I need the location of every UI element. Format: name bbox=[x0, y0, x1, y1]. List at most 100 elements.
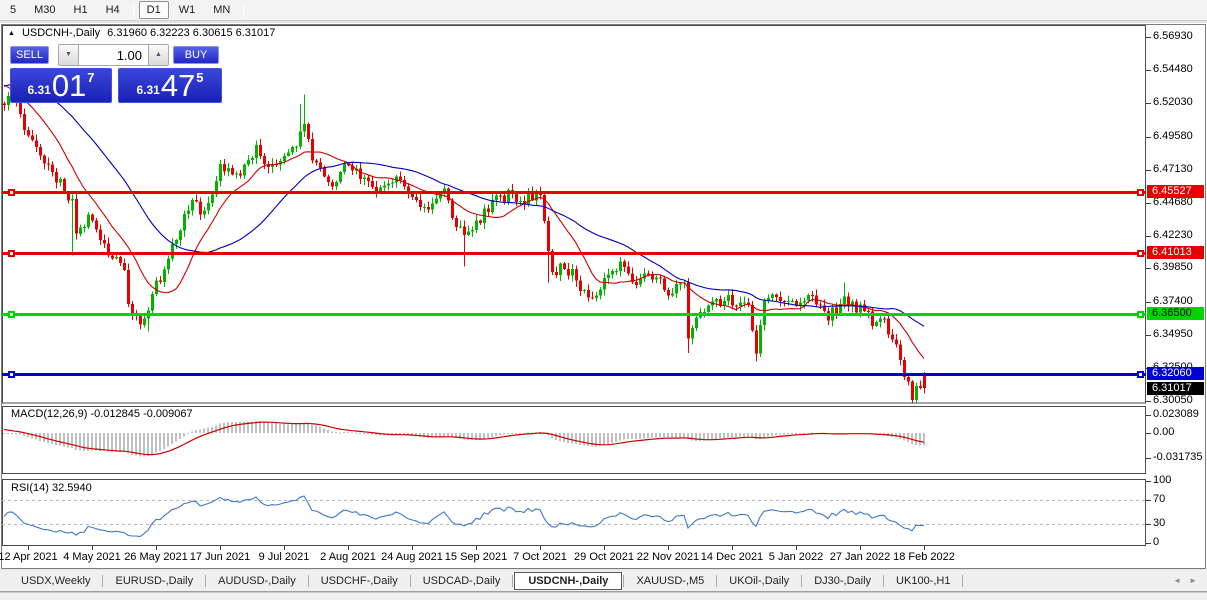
time-axis-label: 18 Feb 2022 bbox=[893, 551, 955, 563]
buy-price-pip-digit: 5 bbox=[196, 70, 204, 85]
chart-tab-audusd-daily[interactable]: AUDUSD-,Daily bbox=[218, 574, 296, 587]
time-axis-label: 24 Aug 2021 bbox=[381, 551, 443, 563]
buy-price-display[interactable]: 6.31 47 5 bbox=[118, 68, 222, 103]
time-axis-label: 4 May 2021 bbox=[63, 551, 121, 563]
price-axis-label: 6.47130 bbox=[1153, 163, 1193, 175]
macd-histogram bbox=[3, 420, 925, 457]
chart-tab-eurusd-daily[interactable]: EURUSD-,Daily bbox=[115, 574, 194, 587]
price-axis-label: 6.54480 bbox=[1153, 63, 1193, 75]
sell-price-big-digits: 01 bbox=[51, 68, 87, 103]
timeframe-toolbar: 5 M30 H1 H4 D1 W1 MN bbox=[0, 0, 1207, 21]
sell-button[interactable]: SELL bbox=[10, 46, 49, 64]
tab-separator bbox=[512, 574, 514, 587]
ma-fast-line bbox=[3, 84, 925, 359]
price-axis-label: 6.42230 bbox=[1153, 229, 1193, 241]
tab-separator bbox=[883, 574, 885, 587]
price-axis-label: 6.39850 bbox=[1153, 261, 1193, 273]
timeframe-button-5[interactable]: 5 bbox=[10, 4, 17, 16]
rsi-axis-label: 0 bbox=[1153, 536, 1160, 548]
triangle-up-icon: ▲ bbox=[155, 51, 162, 58]
chart-title: ▲ USDCNH-,Daily 6.31960 6.32223 6.30615 … bbox=[8, 27, 275, 39]
chart-tab-usdchf-daily[interactable]: USDCHF-,Daily bbox=[320, 574, 398, 587]
tab-separator bbox=[102, 574, 104, 587]
window-frame bbox=[1, 24, 1206, 569]
price-level-badge: 6.41013 bbox=[1147, 246, 1204, 259]
timeframe-button-mn[interactable]: MN bbox=[213, 4, 231, 16]
triangle-down-icon: ▼ bbox=[65, 51, 72, 58]
rsi-axis-label: 30 bbox=[1153, 517, 1166, 529]
macd-signal-line bbox=[3, 421, 925, 456]
volume-increase-button[interactable]: ▲ bbox=[148, 44, 169, 66]
price-axis-label: 6.49580 bbox=[1153, 130, 1193, 142]
horizontal-line-objects[interactable] bbox=[2, 189, 1146, 378]
sell-price-pip-digit: 7 bbox=[87, 70, 95, 85]
rsi-indicator-label: RSI(14) 32.5940 bbox=[11, 482, 92, 494]
collapse-trade-panel-icon[interactable]: ▲ bbox=[8, 30, 15, 37]
toolbar-separator bbox=[132, 2, 134, 18]
tab-separator bbox=[623, 574, 625, 587]
tab-scroll-left-button[interactable]: ◄ bbox=[1173, 576, 1181, 585]
trade-controls-row: SELL ▼ ▲ BUY bbox=[10, 44, 222, 66]
rsi-axis-label: 70 bbox=[1153, 493, 1166, 505]
chart-tab-usdx-weekly[interactable]: USDX,Weekly bbox=[21, 574, 91, 587]
rsi-line bbox=[3, 495, 924, 538]
candlesticks bbox=[3, 90, 926, 403]
buy-button[interactable]: BUY bbox=[173, 46, 219, 64]
time-axis-label: 9 Jul 2021 bbox=[258, 551, 310, 563]
chart-tab-xauusd-m5[interactable]: XAUUSD-,M5 bbox=[636, 574, 705, 587]
chart-tab-uk100-h1[interactable]: UK100-,H1 bbox=[896, 574, 951, 587]
timeframe-button-h4[interactable]: H4 bbox=[105, 4, 120, 16]
chart-window bbox=[0, 23, 1207, 569]
rsi-levels bbox=[2, 500, 1146, 525]
price-axis-label: 6.37400 bbox=[1153, 295, 1193, 307]
tab-scroll-right-button[interactable]: ► bbox=[1189, 576, 1197, 585]
tab-separator bbox=[307, 574, 309, 587]
price-level-badge: 6.32060 bbox=[1147, 367, 1204, 380]
buy-price-big-digits: 47 bbox=[160, 68, 196, 103]
price-axis-label: 6.34950 bbox=[1153, 328, 1193, 340]
timeframe-button-d1[interactable]: D1 bbox=[138, 1, 169, 19]
time-axis-label: 14 Dec 2021 bbox=[700, 551, 764, 563]
time-axis-label: 27 Jan 2022 bbox=[829, 551, 891, 563]
chart-tab-usdcad-daily[interactable]: USDCAD-,Daily bbox=[422, 574, 501, 587]
time-axis-label: 17 Jun 2021 bbox=[189, 551, 251, 563]
tab-separator bbox=[205, 574, 207, 587]
chart-tab-ukoil-daily[interactable]: UKOil-,Daily bbox=[729, 574, 790, 587]
time-axis-label: 29 Oct 2021 bbox=[574, 551, 634, 563]
macd-indicator-label: MACD(12,26,9) -0.012845 -0.009067 bbox=[11, 408, 193, 420]
timeframe-button-h1[interactable]: H1 bbox=[73, 4, 88, 16]
buy-price-prefix: 6.31 bbox=[136, 83, 160, 97]
price-axis-label: 6.52030 bbox=[1153, 96, 1193, 108]
ma-slow-line bbox=[3, 83, 925, 327]
price-axis-label: 6.56930 bbox=[1153, 30, 1193, 42]
chart-tab-bar: USDX,Weekly EURUSD-,Daily AUDUSD-,Daily USD… bbox=[0, 570, 1207, 592]
time-axis-label: 12 Apr 2021 bbox=[0, 551, 58, 563]
rsi-axis-label: 100 bbox=[1153, 474, 1172, 486]
chart-tab-dj30-daily[interactable]: DJ30-,Daily bbox=[814, 574, 872, 587]
price-level-badge: 6.45527 bbox=[1147, 185, 1204, 198]
volume-input[interactable] bbox=[79, 44, 148, 66]
volume-decrease-button[interactable]: ▼ bbox=[58, 44, 79, 66]
chart-symbol-label: USDCNH-,Daily bbox=[21, 27, 101, 39]
price-level-badge: 6.36500 bbox=[1147, 307, 1204, 320]
time-axis-label: 2 Aug 2021 bbox=[320, 551, 376, 563]
sell-price-prefix: 6.31 bbox=[27, 83, 51, 97]
axis-tick-marks bbox=[28, 37, 1151, 550]
timeframe-button-m30[interactable]: M30 bbox=[34, 4, 56, 16]
chart-ohlc-values: 6.31960 6.32223 6.30615 6.31017 bbox=[107, 27, 276, 39]
chart-tab-usdcnh-daily[interactable]: USDCNH-,Daily bbox=[514, 571, 623, 590]
macd-axis-label: 0.023089 bbox=[1153, 408, 1199, 420]
toolbar-separator bbox=[243, 2, 245, 18]
tab-separator bbox=[716, 574, 718, 587]
tab-separator bbox=[962, 574, 964, 587]
macd-axis-label: 0.00 bbox=[1153, 426, 1175, 438]
timeframe-button-w1[interactable]: W1 bbox=[178, 4, 196, 16]
sell-price-display[interactable]: 6.31 01 7 bbox=[10, 68, 112, 103]
time-axis-label: 26 May 2021 bbox=[124, 551, 188, 563]
time-axis-label: 7 Oct 2021 bbox=[513, 551, 567, 563]
time-axis-label: 15 Sep 2021 bbox=[444, 551, 508, 563]
status-bar bbox=[0, 592, 1207, 600]
